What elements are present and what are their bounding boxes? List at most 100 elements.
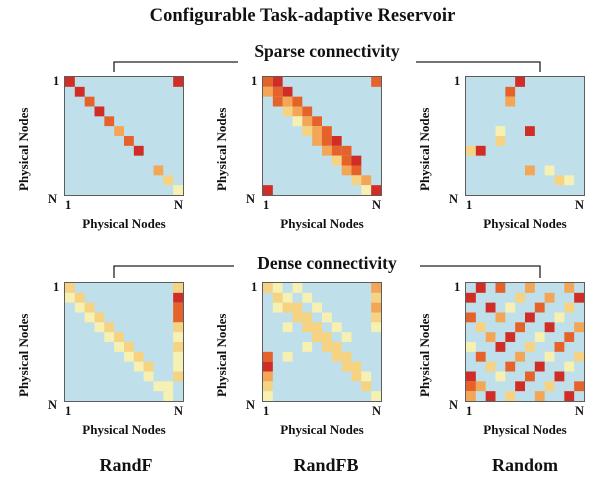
sparse-randf-cell bbox=[153, 165, 164, 176]
sparse-randfb-cell bbox=[263, 77, 273, 87]
dense-randfb-cell bbox=[331, 351, 342, 362]
dense-random-cell bbox=[515, 381, 525, 392]
dense-randfb-cell bbox=[263, 351, 273, 362]
column-title-randfb: RandFB bbox=[293, 455, 359, 475]
dense-random-cell bbox=[554, 342, 565, 352]
dense-randf-cell bbox=[173, 351, 183, 362]
dense-randf-cell bbox=[173, 332, 183, 342]
dense-randfb-cell bbox=[292, 302, 303, 313]
sparse-randf-ytick-1: 1 bbox=[53, 74, 60, 88]
column-title-random: Random bbox=[491, 455, 558, 475]
dense-random-xlabel: Physical Nodes bbox=[483, 422, 567, 437]
dense-randfb-cell bbox=[312, 302, 322, 313]
dense-randf-cell bbox=[133, 361, 144, 372]
dense-random-cell bbox=[564, 332, 575, 342]
dense-random-cell bbox=[466, 371, 476, 382]
dense-randfb-cell bbox=[371, 292, 381, 303]
dense-random-cell bbox=[466, 391, 476, 401]
dense-randf-ytick-1: 1 bbox=[53, 280, 60, 294]
sparse-randf-svg bbox=[65, 77, 183, 195]
sparse-randfb-cell bbox=[341, 145, 352, 156]
sparse-randfb-cell bbox=[272, 96, 283, 107]
dense-random-cell bbox=[544, 292, 555, 303]
dense-randf-cell bbox=[163, 381, 174, 392]
sparse-random-cell bbox=[544, 165, 555, 176]
dense-randf-cell bbox=[133, 351, 144, 362]
dense-randf-cell bbox=[94, 322, 105, 333]
dense-section-title: Dense connectivity bbox=[257, 253, 397, 273]
dense-random-cell bbox=[515, 292, 525, 303]
dense-random-cell bbox=[564, 283, 575, 293]
dense-random-cell bbox=[466, 292, 476, 303]
dense-random-cell bbox=[475, 322, 486, 333]
dense-random-cell bbox=[485, 391, 496, 401]
dense-random-cell bbox=[485, 302, 496, 313]
dense-randfb-cell bbox=[312, 332, 322, 342]
sparse-random-cell bbox=[466, 145, 476, 156]
dense-randfb-cell bbox=[351, 371, 362, 382]
dense-randf-cell bbox=[173, 371, 183, 382]
dense-randfb-cell bbox=[312, 322, 322, 333]
dense-random-cell bbox=[534, 302, 545, 313]
sparse-randfb-cell bbox=[292, 106, 303, 117]
sparse-randfb-cell bbox=[282, 96, 293, 107]
dense-randf-cell bbox=[173, 322, 183, 333]
sparse-randf-xtick-1: 1 bbox=[65, 198, 72, 212]
sparse-randfb-cell bbox=[322, 136, 332, 146]
sparse-random-cell bbox=[525, 126, 535, 136]
sparse-randfb-cell bbox=[341, 155, 352, 166]
dense-randfb-cell bbox=[331, 322, 342, 333]
dense-randf-cell bbox=[173, 302, 183, 313]
sparse-randfb-cell bbox=[312, 136, 322, 146]
dense-randf-cell bbox=[84, 302, 95, 313]
sparse-randf-heatmap bbox=[64, 76, 184, 196]
dense-random-cell bbox=[475, 283, 486, 293]
dense-bracket bbox=[113, 265, 541, 278]
sparse-randf-xlabel: Physical Nodes bbox=[82, 216, 166, 231]
dense-random-cell bbox=[505, 391, 516, 401]
dense-randfb-cell bbox=[322, 332, 332, 342]
sparse-random-cell bbox=[495, 126, 506, 136]
sparse-random-cell bbox=[564, 175, 575, 186]
sparse-randfb-cell bbox=[312, 126, 322, 136]
sparse-randfb-cell bbox=[351, 155, 362, 166]
sparse-randfb-cell bbox=[322, 145, 332, 156]
sparse-random-ytick-n: N bbox=[449, 192, 459, 206]
dense-random-heatmap bbox=[465, 282, 585, 402]
dense-randfb-ytick-1: 1 bbox=[251, 280, 258, 294]
dense-random-cell bbox=[574, 381, 584, 392]
sparse-randfb-cell bbox=[282, 106, 293, 117]
dense-random-cell bbox=[495, 312, 506, 323]
dense-randf-cell bbox=[173, 361, 183, 372]
dense-randf-cell bbox=[74, 292, 85, 303]
sparse-random-xtick-n: N bbox=[575, 198, 585, 212]
dense-random-cell bbox=[515, 322, 525, 333]
sparse-randfb-cell bbox=[263, 86, 273, 97]
dense-random-cell bbox=[534, 391, 545, 401]
dense-randfb-cell bbox=[272, 283, 283, 293]
dense-randfb-cell bbox=[371, 391, 381, 401]
dense-random-ytick-n: N bbox=[449, 398, 459, 412]
sparse-randfb-cell bbox=[371, 185, 381, 195]
dense-randfb-heatmap bbox=[262, 282, 382, 402]
dense-randfb-cell bbox=[361, 371, 372, 382]
dense-random-cell bbox=[495, 283, 506, 293]
dense-randf-cell bbox=[65, 292, 75, 303]
sparse-randf-cell bbox=[173, 185, 183, 195]
dense-randfb-svg bbox=[263, 283, 381, 401]
dense-randfb-xtick-n: N bbox=[372, 404, 382, 418]
dense-randfb-cell bbox=[322, 342, 332, 352]
dense-random-cell bbox=[544, 381, 555, 392]
dense-random-cell bbox=[554, 371, 565, 382]
dense-randf-heatmap bbox=[64, 282, 184, 402]
dense-random-cell bbox=[544, 351, 555, 362]
dense-random-cell bbox=[544, 322, 555, 333]
dense-randfb-cell bbox=[371, 322, 381, 333]
sparse-randfb-cell bbox=[322, 126, 332, 136]
sparse-random-xlabel: Physical Nodes bbox=[483, 216, 567, 231]
dense-randfb-ytick-n: N bbox=[246, 398, 256, 412]
dense-randfb-cell bbox=[341, 332, 352, 342]
sparse-randfb-heatmap bbox=[262, 76, 382, 196]
sparse-randfb-cell bbox=[361, 175, 372, 186]
